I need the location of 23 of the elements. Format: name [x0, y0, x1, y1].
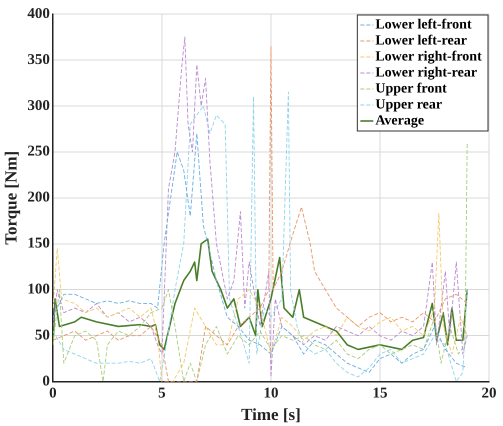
legend-label: Average [375, 114, 424, 129]
y-tick-label: 0 [42, 373, 50, 390]
y-tick-label: 50 [34, 328, 50, 344]
x-tick-label: 20 [482, 385, 496, 402]
x-tick-label: 5 [158, 385, 166, 402]
legend-label: Upper rear [375, 98, 442, 113]
y-tick-label: 350 [27, 52, 50, 68]
legend-label: Lower left-front [375, 18, 472, 33]
legend-label: Lower right-front [375, 50, 482, 65]
y-tick-label: 250 [27, 144, 50, 160]
y-axis-title: Torque [Nm] [2, 150, 21, 245]
legend-label: Lower left-rear [375, 34, 467, 49]
y-tick-label: 300 [27, 98, 50, 114]
y-tick-label: 100 [27, 282, 50, 298]
x-axis-title: Time [s] [241, 405, 301, 424]
legend-label: Upper front [375, 82, 448, 97]
line-series [52, 212, 468, 382]
legend-label: Lower right-rear [375, 66, 478, 81]
y-tick-label: 150 [27, 236, 50, 252]
x-tick-label: 10 [263, 385, 278, 402]
y-tick-label: 400 [27, 6, 50, 22]
x-tick-label: 15 [372, 385, 388, 402]
y-tick-label: 200 [27, 190, 50, 206]
